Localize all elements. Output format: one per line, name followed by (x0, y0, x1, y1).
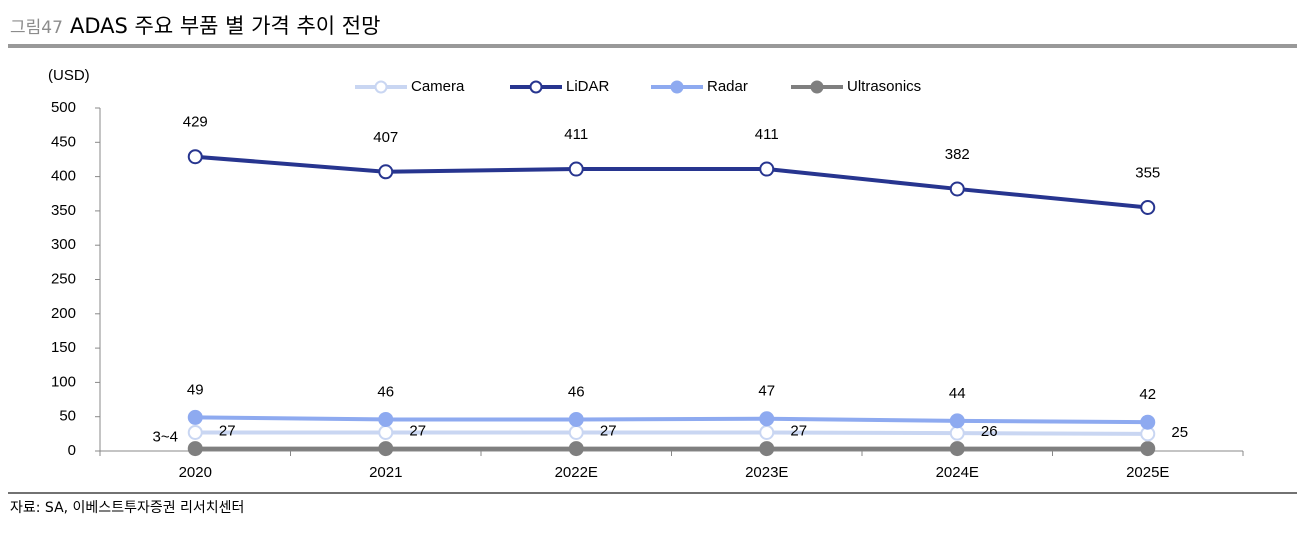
data-label: 411 (755, 126, 779, 143)
legend-marker (374, 80, 388, 94)
legend-label: Ultrasonics (847, 78, 921, 95)
x-tick-label: 2025E (1126, 464, 1169, 481)
data-label: 46 (568, 383, 585, 400)
data-point (759, 424, 775, 440)
data-label: 27 (409, 422, 426, 439)
series-line (195, 154, 1148, 210)
data-label: 411 (564, 126, 588, 143)
data-label: 49 (187, 381, 204, 398)
data-point (187, 149, 203, 165)
title-rule (8, 44, 1297, 48)
data-point (949, 413, 965, 429)
data-point (568, 161, 584, 177)
x-tick-label: 2024E (936, 464, 979, 481)
x-tick-label: 2022E (555, 464, 598, 481)
y-tick-label: 250 (51, 270, 76, 287)
data-point (1140, 199, 1156, 215)
y-tick-label: 350 (51, 202, 76, 219)
y-tick-label: 500 (51, 99, 76, 116)
data-label: 27 (790, 422, 807, 439)
data-point (378, 164, 394, 180)
x-tick-label: 2023E (745, 464, 788, 481)
data-point (949, 181, 965, 197)
data-point (378, 441, 394, 457)
y-tick-label: 450 (51, 133, 76, 150)
data-label: 44 (949, 385, 966, 402)
legend-label: LiDAR (566, 78, 610, 95)
data-label: 382 (945, 146, 970, 163)
legend-label: Radar (707, 78, 748, 95)
data-point (568, 424, 584, 440)
x-tick-label: 2021 (369, 464, 402, 481)
y-tick-label: 50 (59, 408, 76, 425)
data-label: 25 (1171, 424, 1188, 441)
data-point (759, 441, 775, 457)
data-label: 27 (219, 422, 236, 439)
legend-label: Camera (411, 78, 465, 95)
data-point (949, 441, 965, 457)
data-label: 46 (377, 383, 394, 400)
data-point (759, 411, 775, 427)
source: 자료: SA, 이베스트투자증권 리서치센터 (10, 500, 244, 516)
data-point (378, 424, 394, 440)
figure-label: 그림47 (10, 18, 63, 38)
data-point (949, 425, 965, 441)
series-line (195, 430, 1148, 436)
data-point (378, 411, 394, 427)
y-tick-label: 300 (51, 236, 76, 253)
data-point (759, 161, 775, 177)
legend-marker (810, 80, 824, 94)
data-point (568, 411, 584, 427)
y-tick-label: 200 (51, 305, 76, 322)
legend-marker (529, 80, 543, 94)
data-point (187, 409, 203, 425)
data-point (1140, 441, 1156, 457)
chart-title: ADAS 주요 부품 별 가격 추이 전망 (70, 14, 380, 38)
data-label: 26 (981, 423, 998, 440)
data-point (187, 424, 203, 440)
data-label: 47 (758, 383, 775, 400)
data-point (187, 441, 203, 457)
data-label: 407 (373, 129, 398, 146)
data-label: 42 (1139, 386, 1156, 403)
y-tick-label: 0 (68, 442, 76, 459)
x-tick-label: 2020 (179, 464, 212, 481)
y-tick-label: 400 (51, 168, 76, 185)
data-label: 355 (1135, 164, 1160, 181)
legend-marker (670, 80, 684, 94)
data-label: 27 (600, 422, 617, 439)
y-tick-label: 100 (51, 373, 76, 390)
data-label: 3~4 (153, 429, 178, 446)
y-unit-label: (USD) (48, 67, 90, 84)
data-point (568, 441, 584, 457)
y-tick-label: 150 (51, 339, 76, 356)
data-point (1140, 414, 1156, 430)
series-line (195, 415, 1148, 425)
data-label: 429 (183, 114, 208, 131)
